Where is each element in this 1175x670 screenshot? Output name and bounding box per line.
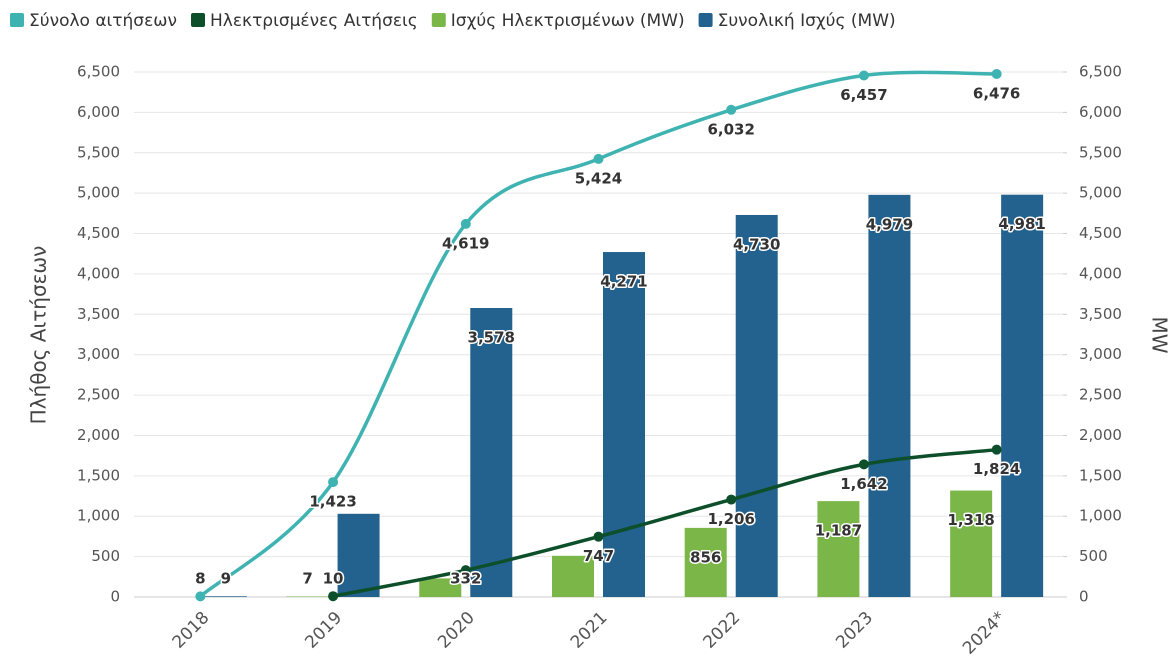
legend-swatch	[10, 13, 24, 27]
data-label: 4,619	[442, 234, 489, 252]
y2-tick-label: 4,000	[1079, 264, 1122, 282]
y2-tick-label: 2,000	[1079, 426, 1122, 444]
bar	[868, 194, 911, 597]
data-label: 4,271	[600, 273, 647, 291]
x-tick-label: 2021	[567, 608, 612, 653]
legend-label: Συνολική Ισχύς (MW)	[718, 11, 896, 31]
y2-tick-label: 0	[1079, 588, 1089, 606]
point	[991, 444, 1002, 455]
data-label: 10	[323, 570, 344, 588]
y-tick-label: 1,000	[77, 507, 120, 525]
data-label: 1,318	[947, 511, 994, 529]
y2-axis-title: MW	[1148, 316, 1172, 353]
x-tick-label: 2018	[169, 608, 214, 653]
data-label: 747	[583, 547, 614, 565]
legend-swatch	[698, 13, 713, 27]
bar	[419, 578, 462, 597]
data-label: 3,578	[468, 329, 515, 347]
x-tick-label: 2019	[301, 608, 346, 653]
data-label: 6,457	[840, 86, 887, 104]
bar	[735, 214, 778, 597]
data-label: 6,476	[973, 84, 1020, 102]
data-label: 332	[450, 570, 481, 588]
legend-swatch	[191, 13, 206, 27]
point	[858, 70, 869, 81]
data-label: 6,032	[707, 120, 754, 138]
y-tick-label: 2,500	[77, 386, 120, 404]
point	[328, 591, 339, 602]
y2-tick-label: 500	[1079, 547, 1108, 565]
point	[195, 591, 206, 602]
data-label: 1,423	[309, 493, 356, 511]
bar	[950, 490, 993, 597]
point	[460, 565, 471, 576]
bar	[684, 527, 727, 597]
legend-label: Ηλεκτρισμένες Αιτήσεις	[210, 11, 418, 31]
y2-tick-label: 3,000	[1079, 345, 1122, 363]
y2-tick-label: 5,500	[1079, 143, 1122, 161]
y-tick-label: 4,000	[77, 264, 120, 282]
y-tick-label: 6,000	[77, 103, 120, 121]
y-axis-title: Πλήθος Αιτήσεων	[27, 246, 51, 425]
point	[593, 153, 604, 164]
y2-tick-label: 5,000	[1079, 184, 1122, 202]
data-label: 5,424	[575, 169, 622, 187]
y-tick-label: 3,500	[77, 305, 120, 323]
point	[460, 218, 471, 229]
x-tick-label: 2023	[832, 608, 877, 653]
data-label: 4,730	[733, 235, 780, 253]
x-tick-label: 2024*	[959, 608, 1010, 659]
data-label: 856	[690, 548, 721, 566]
data-label: 1,187	[815, 522, 862, 540]
y-tick-label: 0	[110, 588, 120, 606]
data-label: 4,981	[998, 215, 1045, 233]
bar	[204, 596, 247, 597]
y2-tick-label: 2,500	[1079, 386, 1122, 404]
y-tick-label: 3,000	[77, 345, 120, 363]
point	[593, 531, 604, 542]
bar	[603, 252, 645, 598]
bar	[286, 596, 329, 597]
point	[858, 459, 869, 470]
y-tick-label: 5,000	[77, 184, 120, 202]
data-label: 9	[221, 570, 231, 588]
point	[328, 477, 339, 488]
line	[332, 447, 997, 598]
data-label: 1,642	[840, 475, 887, 493]
y-tick-label: 1,500	[77, 466, 120, 484]
y2-tick-label: 4,500	[1079, 224, 1122, 242]
y-tick-label: 4,500	[77, 224, 120, 242]
data-label: 1,206	[707, 510, 754, 528]
y-tick-label: 500	[91, 547, 120, 565]
point	[726, 494, 737, 505]
bar	[337, 513, 380, 597]
y-tick-label: 2,000	[77, 426, 120, 444]
data-label: 7	[302, 570, 312, 588]
data-label: 1,824	[973, 460, 1020, 478]
bar	[817, 501, 860, 597]
y2-tick-label: 1,000	[1079, 507, 1122, 525]
legend-swatch	[431, 13, 446, 27]
data-label: 4,979	[866, 215, 913, 233]
y-tick-label: 6,500	[77, 63, 120, 81]
y2-tick-label: 6,000	[1079, 103, 1122, 121]
y2-tick-label: 1,500	[1079, 466, 1122, 484]
bar	[1001, 194, 1044, 597]
data-label: 8	[195, 570, 205, 588]
y2-tick-label: 3,500	[1079, 305, 1122, 323]
y2-tick-label: 6,500	[1079, 63, 1122, 81]
legend-label: Ισχύς Ηλεκτρισμένων (MW)	[451, 11, 685, 31]
legend-label: Σύνολο αιτήσεων	[29, 11, 177, 31]
point	[726, 104, 737, 115]
bar	[552, 555, 594, 597]
y-tick-label: 5,500	[77, 143, 120, 161]
x-tick-label: 2022	[700, 608, 745, 653]
point	[991, 68, 1002, 79]
x-tick-label: 2020	[434, 608, 479, 653]
bar	[470, 308, 513, 597]
